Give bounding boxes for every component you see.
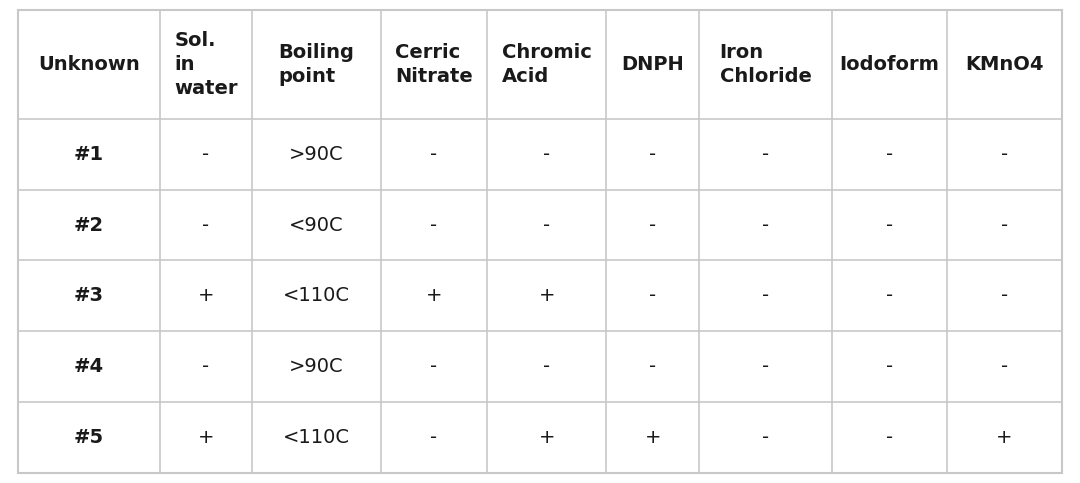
Text: -: - <box>886 286 893 305</box>
Text: <90C: <90C <box>289 215 343 235</box>
Text: -: - <box>649 286 657 305</box>
Text: >90C: >90C <box>289 357 343 376</box>
Text: -: - <box>202 145 210 164</box>
Text: Iodoform: Iodoform <box>839 55 940 74</box>
Text: -: - <box>430 428 437 447</box>
Text: -: - <box>649 215 657 235</box>
Text: #1: #1 <box>73 145 104 164</box>
Text: -: - <box>202 357 210 376</box>
Text: +: + <box>645 428 661 447</box>
Text: Cerric
Nitrate: Cerric Nitrate <box>395 43 473 86</box>
Text: -: - <box>430 215 437 235</box>
Text: +: + <box>539 428 555 447</box>
Text: -: - <box>543 145 550 164</box>
Text: -: - <box>202 215 210 235</box>
Text: Iron
Chloride: Iron Chloride <box>719 43 811 86</box>
Text: #2: #2 <box>73 215 104 235</box>
Text: -: - <box>649 357 657 376</box>
Text: Boiling
point: Boiling point <box>279 43 354 86</box>
Text: Sol.
in
water: Sol. in water <box>174 30 238 98</box>
Text: +: + <box>198 286 214 305</box>
Text: -: - <box>430 357 437 376</box>
Text: -: - <box>762 428 769 447</box>
Text: -: - <box>430 145 437 164</box>
Text: -: - <box>886 428 893 447</box>
Text: >90C: >90C <box>289 145 343 164</box>
Text: -: - <box>1001 215 1008 235</box>
Text: -: - <box>543 215 550 235</box>
Text: -: - <box>762 215 769 235</box>
Text: Unknown: Unknown <box>38 55 139 74</box>
Text: <110C: <110C <box>283 428 350 447</box>
Text: +: + <box>426 286 442 305</box>
Text: +: + <box>539 286 555 305</box>
Text: #3: #3 <box>73 286 104 305</box>
Text: -: - <box>886 357 893 376</box>
Text: -: - <box>1001 357 1008 376</box>
Text: -: - <box>886 145 893 164</box>
Text: -: - <box>762 286 769 305</box>
Text: <110C: <110C <box>283 286 350 305</box>
Text: DNPH: DNPH <box>621 55 685 74</box>
Text: -: - <box>762 145 769 164</box>
Text: KMnO4: KMnO4 <box>966 55 1043 74</box>
Text: -: - <box>543 357 550 376</box>
Text: -: - <box>1001 286 1008 305</box>
Text: -: - <box>1001 145 1008 164</box>
Text: Chromic
Acid: Chromic Acid <box>502 43 592 86</box>
Text: #4: #4 <box>73 357 104 376</box>
Text: -: - <box>762 357 769 376</box>
Text: +: + <box>198 428 214 447</box>
Text: #5: #5 <box>73 428 104 447</box>
Text: -: - <box>649 145 657 164</box>
Text: +: + <box>996 428 1013 447</box>
Text: -: - <box>886 215 893 235</box>
